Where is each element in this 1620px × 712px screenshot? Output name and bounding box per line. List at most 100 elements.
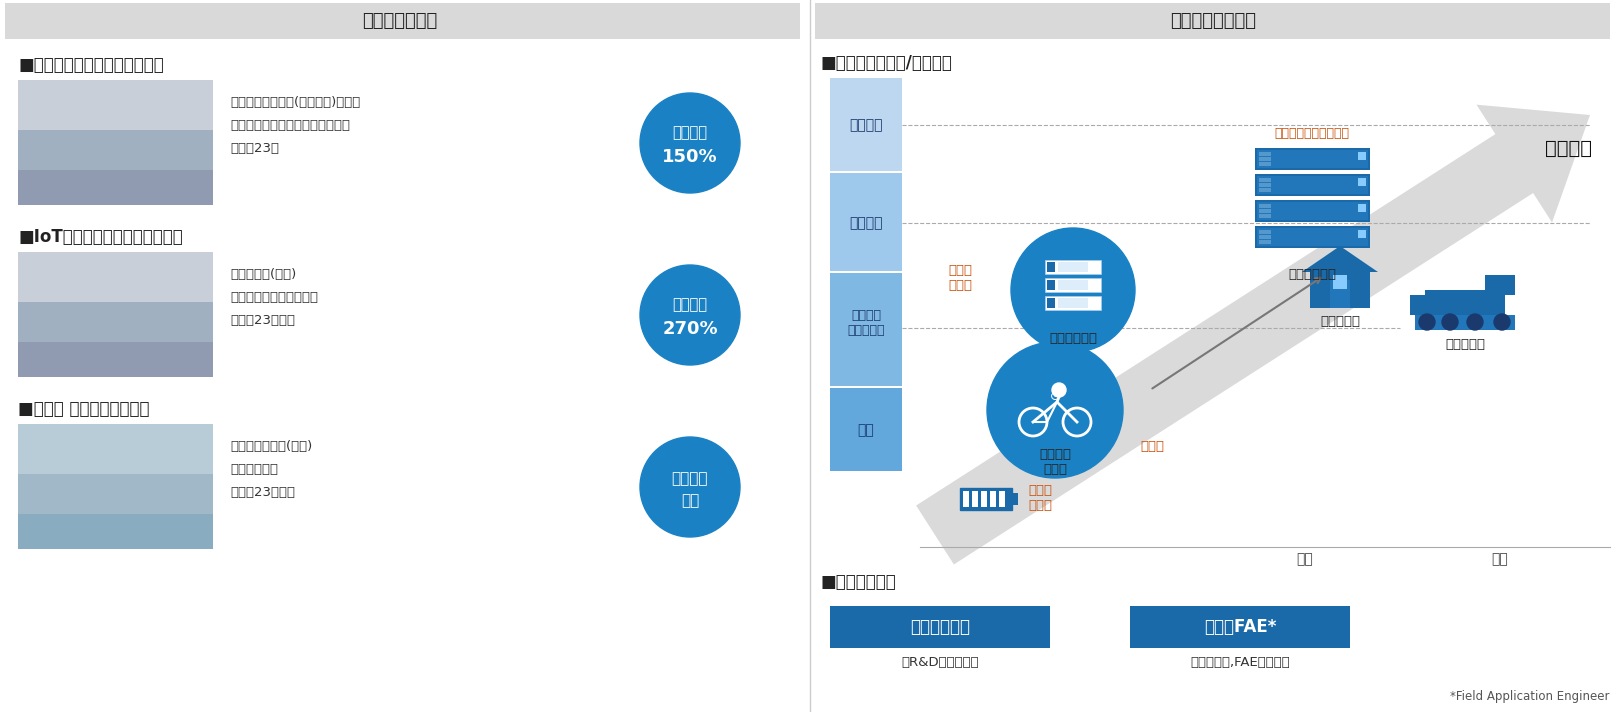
Text: 提供価値の最大化: 提供価値の最大化 — [1170, 12, 1256, 30]
Bar — [5, 3, 800, 39]
Bar — [1330, 280, 1349, 308]
Bar — [1259, 152, 1272, 156]
Text: 製品：乾電池: 製品：乾電池 — [230, 463, 279, 476]
Bar — [1257, 202, 1367, 220]
Bar — [18, 130, 212, 170]
Bar — [1409, 295, 1430, 315]
Bar — [18, 514, 212, 549]
Bar — [1045, 296, 1102, 310]
Bar — [1333, 275, 1346, 289]
Bar — [1414, 315, 1515, 330]
Text: 現能力比: 現能力比 — [672, 125, 708, 140]
Text: 家庭用蓄電: 家庭用蓄電 — [1320, 315, 1361, 328]
Bar — [18, 424, 212, 549]
Bar — [1259, 209, 1272, 213]
Text: サービス: サービス — [849, 118, 883, 132]
Text: 稼働：23年上期: 稼働：23年上期 — [230, 486, 295, 499]
Bar — [1259, 157, 1272, 161]
Bar — [1256, 148, 1371, 170]
Bar — [18, 252, 212, 302]
Bar — [18, 424, 212, 474]
Bar — [972, 491, 978, 507]
Circle shape — [1419, 314, 1435, 330]
Text: 建機・農機: 建機・農機 — [1445, 338, 1486, 351]
Circle shape — [1011, 228, 1136, 352]
Bar — [1257, 228, 1367, 246]
Text: ■レイヤーアップ/用途拡大: ■レイヤーアップ/用途拡大 — [820, 54, 953, 72]
Bar — [18, 474, 212, 514]
Circle shape — [640, 437, 740, 537]
Bar — [1256, 174, 1371, 196]
Bar — [1256, 200, 1371, 222]
Bar — [1058, 262, 1089, 272]
Bar — [829, 78, 902, 171]
Text: 高出力: 高出力 — [1140, 441, 1165, 454]
Text: 現能力比: 現能力比 — [672, 298, 708, 313]
Bar — [1358, 152, 1366, 160]
Bar — [1259, 204, 1272, 208]
Text: データセンタ: データセンタ — [1050, 332, 1097, 345]
Bar — [982, 491, 987, 507]
Text: 供給体制の強化: 供給体制の強化 — [363, 12, 437, 30]
Text: 将来: 将来 — [1492, 552, 1508, 566]
Bar — [18, 80, 212, 205]
Bar — [1012, 493, 1017, 505]
Text: 稼働：23年下期: 稼働：23年下期 — [230, 314, 295, 327]
Bar — [18, 302, 212, 342]
Text: スマート: スマート — [672, 471, 708, 486]
Text: ■インフラ・動力向け工場増強: ■インフラ・動力向け工場増強 — [18, 56, 164, 74]
Bar — [1058, 280, 1089, 290]
Text: 製品：リチウム一次電池: 製品：リチウム一次電池 — [230, 291, 318, 304]
Bar — [829, 173, 902, 271]
Text: 現在: 現在 — [1296, 552, 1314, 566]
Bar — [1259, 178, 1272, 182]
Bar — [1045, 278, 1102, 292]
Bar — [1259, 230, 1272, 234]
Bar — [1426, 290, 1505, 320]
Bar — [1259, 183, 1272, 187]
Bar — [18, 80, 212, 130]
Text: システム: システム — [849, 216, 883, 230]
Bar — [1047, 262, 1055, 272]
Circle shape — [987, 342, 1123, 478]
Bar — [18, 170, 212, 205]
Circle shape — [1051, 383, 1066, 397]
Polygon shape — [1302, 246, 1379, 272]
Text: *Field Application Engineer: *Field Application Engineer — [1450, 690, 1610, 703]
Text: ■次世代 乾電池工場立上げ: ■次世代 乾電池工場立上げ — [18, 400, 149, 418]
Text: セル: セル — [857, 423, 875, 437]
Text: 提供価値: 提供価値 — [1545, 139, 1592, 157]
Bar — [1358, 178, 1366, 186]
Text: 150%: 150% — [663, 148, 718, 166]
Bar — [1486, 275, 1515, 295]
Text: 高容量
高安全: 高容量 高安全 — [1029, 484, 1051, 512]
Bar — [1259, 235, 1272, 239]
Text: ■組織能力強化: ■組織能力強化 — [820, 573, 896, 591]
Bar — [18, 342, 212, 377]
Bar — [1000, 491, 1004, 507]
Bar — [1358, 204, 1366, 212]
Bar — [990, 491, 996, 507]
Bar — [1259, 214, 1272, 218]
Bar — [1311, 270, 1371, 308]
Text: 工場：無錫(中国): 工場：無錫(中国) — [230, 268, 296, 281]
Text: 工場: 工場 — [680, 493, 700, 508]
Text: ⊙: ⊙ — [1050, 389, 1059, 402]
Bar — [1358, 230, 1366, 238]
Bar — [1256, 226, 1371, 248]
Bar — [815, 3, 1610, 39]
Text: 稼働：23年: 稼働：23年 — [230, 142, 279, 155]
Circle shape — [640, 265, 740, 365]
Text: 工場：二色の浜(大阪): 工場：二色の浜(大阪) — [230, 440, 313, 453]
Text: ■IoT向けリチウム一次電池増産: ■IoT向けリチウム一次電池増産 — [18, 228, 183, 246]
Text: 270%: 270% — [663, 320, 718, 338]
Bar — [1259, 162, 1272, 166]
Bar — [1259, 188, 1272, 192]
Circle shape — [640, 93, 740, 193]
Bar — [1058, 298, 1089, 308]
Bar — [1259, 240, 1272, 244]
Text: 製品：パック・モジュール、セル: 製品：パック・モジュール、セル — [230, 119, 350, 132]
Bar — [829, 273, 902, 386]
Text: データセンタ: データセンタ — [1288, 268, 1336, 281]
Bar — [1047, 298, 1055, 308]
